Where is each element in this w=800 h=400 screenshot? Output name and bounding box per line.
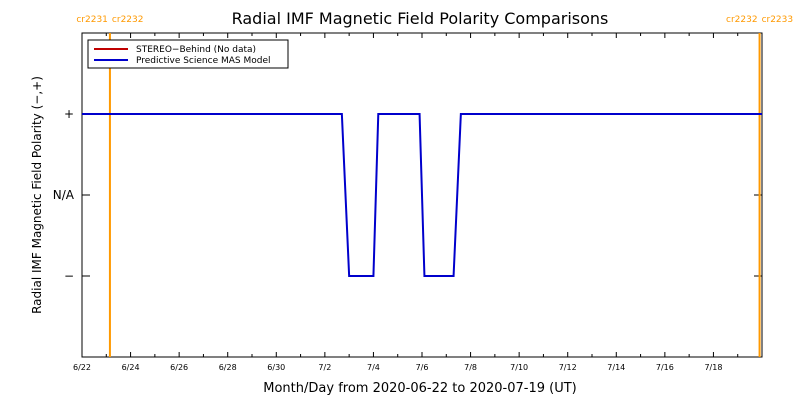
rotation-right-label: cr2232 xyxy=(112,15,144,25)
x-tick-label: 7/6 xyxy=(416,363,429,372)
x-tick-label: 6/30 xyxy=(267,363,285,372)
y-axis-label: Radial IMF Magnetic Field Polarity (−,+) xyxy=(30,76,44,314)
x-tick-label: 6/22 xyxy=(73,363,91,372)
x-tick-label: 6/24 xyxy=(122,363,140,372)
x-tick-label: 7/12 xyxy=(559,363,577,372)
x-tick-label: 7/14 xyxy=(607,363,625,372)
x-tick-label: 6/28 xyxy=(219,363,237,372)
y-tick-label: − xyxy=(64,269,74,283)
x-tick-label: 7/18 xyxy=(704,363,722,372)
rotation-right-label: cr2233 xyxy=(762,15,794,25)
x-tick-label: 7/16 xyxy=(656,363,674,372)
x-tick-label: 6/26 xyxy=(170,363,188,372)
rotation-left-label: cr2232 xyxy=(726,15,758,25)
legend-box xyxy=(87,39,289,69)
legend-entry-label: Predictive Science MAS Model xyxy=(136,56,271,66)
chart-title: Radial IMF Magnetic Field Polarity Compa… xyxy=(232,9,609,28)
legend-entry-label: STEREO−Behind (No data) xyxy=(136,45,256,55)
x-tick-label: 7/4 xyxy=(367,363,380,372)
x-tick-label: 7/10 xyxy=(510,363,528,372)
y-tick-label: N/A xyxy=(53,188,75,202)
rotation-left-label: cr2231 xyxy=(76,15,108,25)
x-axis-label: Month/Day from 2020-06-22 to 2020-07-19 … xyxy=(263,381,576,396)
series-line-mas-model xyxy=(82,113,762,277)
x-tick-label: 7/2 xyxy=(318,363,331,372)
plot-area: 6/22 6/24 6/26 6/28 6/30 7/2 7/4 7/6 7/8 7/10 7/12… xyxy=(53,15,793,372)
y-tick-label: + xyxy=(64,107,74,121)
x-tick-label: 7/8 xyxy=(464,363,477,372)
